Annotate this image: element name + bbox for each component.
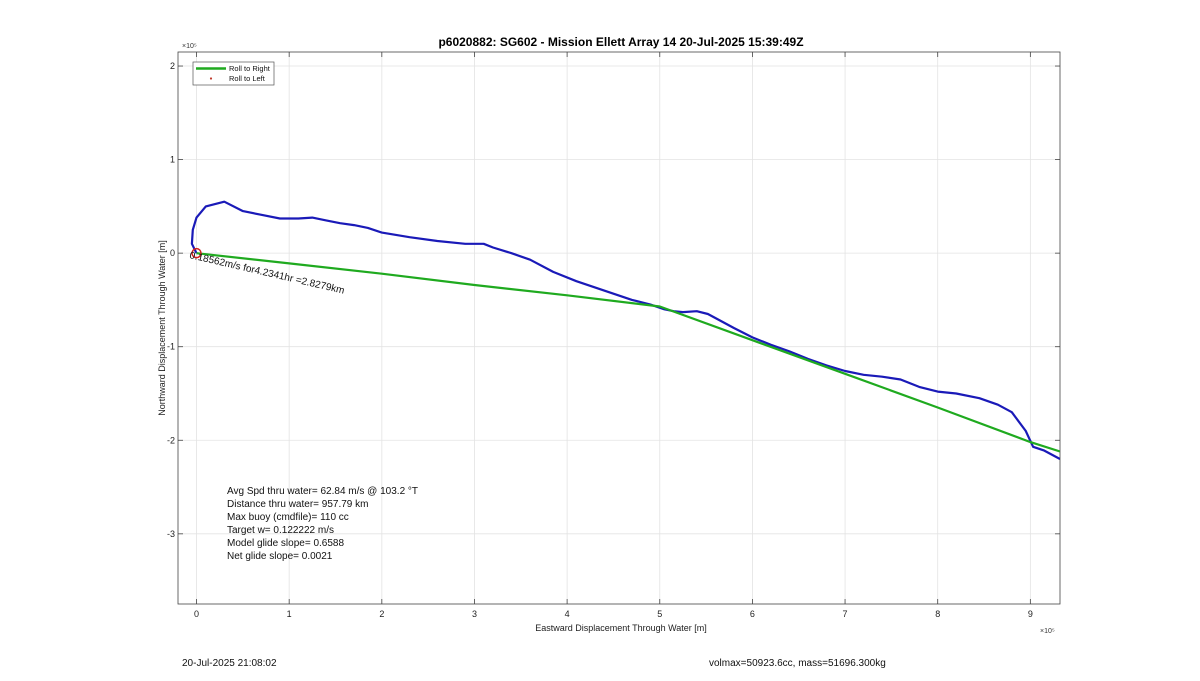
stat-net-glide: Net glide slope= 0.0021: [227, 551, 333, 562]
y-axis-exponent: ×10⁵: [182, 43, 197, 50]
legend-swatch-roll-left: [209, 77, 213, 80]
stat-max-buoy: Max buoy (cmdfile)= 110 cc: [227, 512, 349, 523]
y-tick-label: 1: [170, 155, 175, 165]
data-series: [190, 200, 1060, 460]
plot-frame: [177, 51, 1061, 605]
chart-title: p6020882: SG602 - Mission Ellett Array 1…: [438, 35, 803, 49]
x-tick-label: 7: [843, 609, 848, 619]
legend: Roll to Right Roll to Left: [192, 61, 275, 86]
x-tick-label: 8: [935, 609, 940, 619]
legend-label-roll-left: Roll to Left: [229, 74, 266, 83]
x-axis-exponent: ×10⁵: [1040, 628, 1055, 635]
start-marker: [191, 247, 202, 259]
x-tick-label: 1: [287, 609, 292, 619]
axis-ticks: 0 1 2 3 4 5 6 7 8 9 2 1 0 -1 -2 -3: [167, 52, 1060, 619]
footer-date: 20-Jul-2025 21:08:02: [182, 658, 277, 669]
y-tick-label: -2: [167, 435, 175, 445]
x-tick-label: 0: [194, 609, 199, 619]
stat-model-glide: Model glide slope= 0.6588: [227, 538, 344, 549]
stats-block: Avg Spd thru water= 62.84 m/s @ 103.2 °T…: [227, 486, 418, 562]
series-straight-line: [196, 252, 1060, 453]
y-tick-label: 2: [170, 61, 175, 71]
grid: [178, 52, 1060, 604]
x-tick-label: 3: [472, 609, 477, 619]
stat-distance: Distance thru water= 957.79 km: [227, 499, 368, 510]
stat-avg-speed: Avg Spd thru water= 62.84 m/s @ 103.2 °T: [227, 486, 418, 497]
x-tick-label: 6: [750, 609, 755, 619]
x-tick-label: 5: [657, 609, 662, 619]
footer-info: volmax=50923.6cc, mass=51696.300kg: [709, 658, 886, 669]
y-tick-label: 0: [170, 248, 175, 258]
x-axis-label: Eastward Displacement Through Water [m]: [535, 623, 707, 633]
stat-target-w: Target w= 0.122222 m/s: [227, 525, 334, 536]
x-tick-label: 4: [565, 609, 570, 619]
y-axis-label: Northward Displacement Through Water [m]: [157, 240, 167, 416]
legend-label-roll-right: Roll to Right: [229, 64, 271, 73]
series-track-line: [190, 200, 1060, 460]
x-tick-label: 9: [1028, 609, 1033, 619]
y-tick-label: -3: [167, 529, 175, 539]
x-tick-label: 2: [379, 609, 384, 619]
y-tick-label: -1: [167, 342, 175, 352]
